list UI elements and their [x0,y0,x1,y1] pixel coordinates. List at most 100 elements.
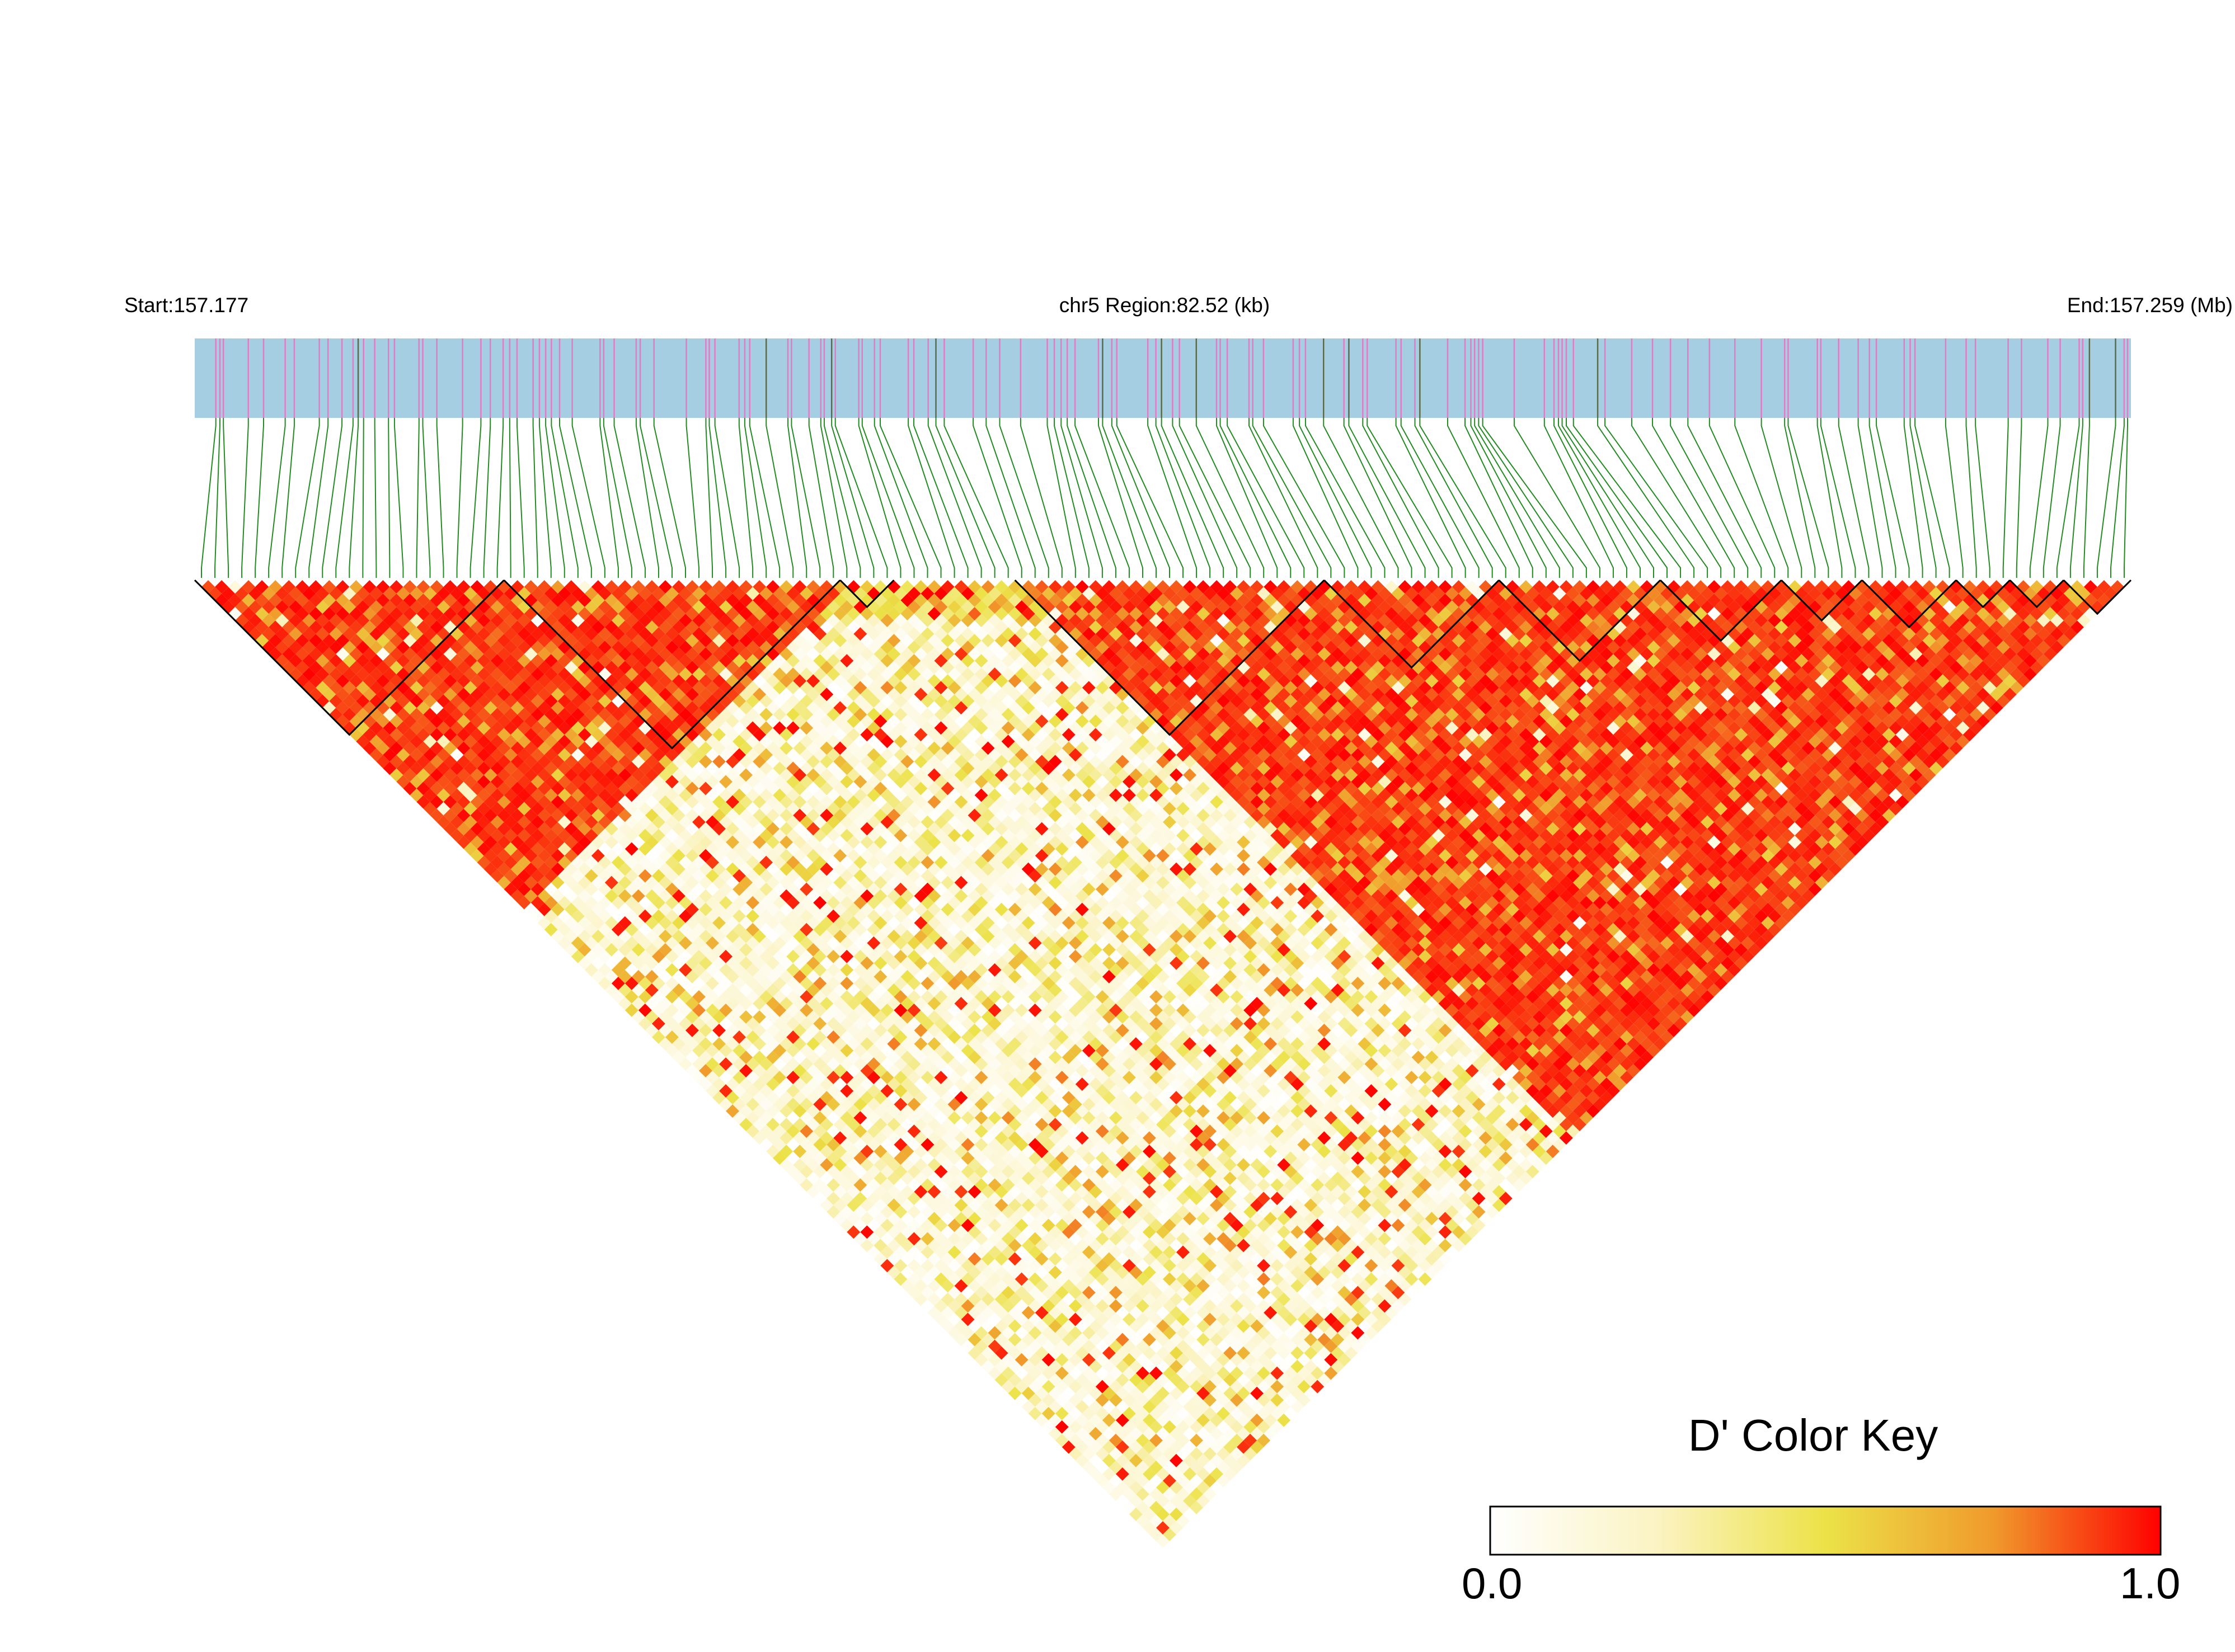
ld-cell [1008,1292,1022,1306]
ld-cell [1001,1380,1015,1394]
ld-cell [436,761,450,775]
ld-cell [1115,1400,1129,1414]
ld-cell [450,708,464,722]
ld-cell [524,822,538,836]
ld-cell [1015,1299,1029,1313]
ld-cell [1041,1420,1055,1434]
ld-cell [961,1245,975,1259]
ld-cell [685,1064,699,1078]
ld-cell [1048,1346,1062,1360]
ld-cell [981,1346,995,1360]
snp-connector [469,418,482,578]
ld-cell [463,694,477,708]
snp-marks [215,338,2129,418]
snp-connector [1227,418,1305,578]
ld-cell [934,1259,948,1273]
ld-cell [1129,1346,1143,1360]
ld-cell [1163,1487,1177,1501]
ld-cell [329,587,343,601]
snp-connector [738,418,754,578]
ld-cell [510,849,524,863]
ld-cell [994,1252,1008,1266]
ld-cell [1062,1400,1076,1414]
ld-cell [1223,1413,1237,1427]
ld-cell [914,1239,928,1253]
ld-cell [591,795,605,809]
snp-connector [999,418,1049,578]
ld-cell [282,607,296,621]
ld-cell [497,714,511,728]
ld-cell [1021,1239,1035,1253]
ld-cell [329,654,343,668]
ld-cell [1035,1279,1049,1293]
ld-cell [376,580,390,594]
ld-cell [564,808,578,822]
ld-cell [557,802,571,816]
ld-cell [557,896,571,910]
ld-cell [773,1030,787,1044]
ld-cell [994,1373,1008,1387]
ld-cell [1048,1319,1062,1333]
ld-cell [961,1165,975,1179]
ld-cell [1035,1292,1049,1306]
ld-cell [524,902,538,916]
ld-cell [564,822,578,836]
snp-connector [685,418,700,578]
ld-cell [954,1212,968,1226]
ld-cell [537,916,551,930]
snp-connector [335,418,354,578]
ld-cell [759,1138,773,1152]
ld-cell [853,1178,867,1192]
ld-cell [947,1232,961,1246]
ld-cell [1075,1306,1089,1320]
ld-cell [329,627,343,641]
ld-cell [1088,1319,1102,1333]
ld-cell [463,654,477,668]
ld-cell [403,701,417,715]
ld-cell [1035,1346,1049,1360]
ld-cell [248,627,262,641]
ld-cell [921,1232,935,1246]
ld-cell [1223,1440,1237,1454]
ld-cell [806,1171,820,1185]
ld-cell [887,1158,901,1172]
ld-cell [416,594,430,608]
ld-cell [954,1265,968,1279]
ld-cell [685,956,699,970]
ld-cell [1055,1312,1069,1326]
ld-cell [847,1225,861,1239]
ld-cell [806,1131,820,1145]
snp-connector [1252,418,1332,578]
ld-cell [651,855,665,869]
ld-cell [894,1272,908,1286]
ld-cell [1055,1366,1069,1380]
snp-connector [1102,418,1157,578]
ld-cell [941,1292,955,1306]
ld-cell [1028,1366,1042,1380]
ld-cell [564,876,578,889]
ld-cell [651,936,665,950]
ld-cell [954,1279,968,1293]
ld-cell [806,1064,820,1078]
ld-cell [564,862,578,876]
snp-connector [223,418,229,578]
ld-cell [1142,1427,1156,1441]
ld-cell [416,607,430,621]
ld-cell [1095,1474,1109,1488]
ld-cell [389,768,403,782]
ld-cell [988,1232,1002,1246]
ld-cell [1190,1487,1204,1501]
ld-cell [968,1239,982,1253]
ld-cell [1001,1312,1015,1326]
snp-connector [2056,418,2080,578]
ld-cell [356,587,370,601]
snp-connector [1631,418,1722,578]
ld-cell [954,1306,968,1320]
ld-cell [712,1077,726,1091]
ld-cell [988,1272,1002,1286]
ld-cell [954,1252,968,1266]
ld-cell [1088,1427,1102,1441]
ld-cell [242,580,256,594]
ld-cell [591,889,605,903]
ld-cell [1075,1386,1089,1400]
